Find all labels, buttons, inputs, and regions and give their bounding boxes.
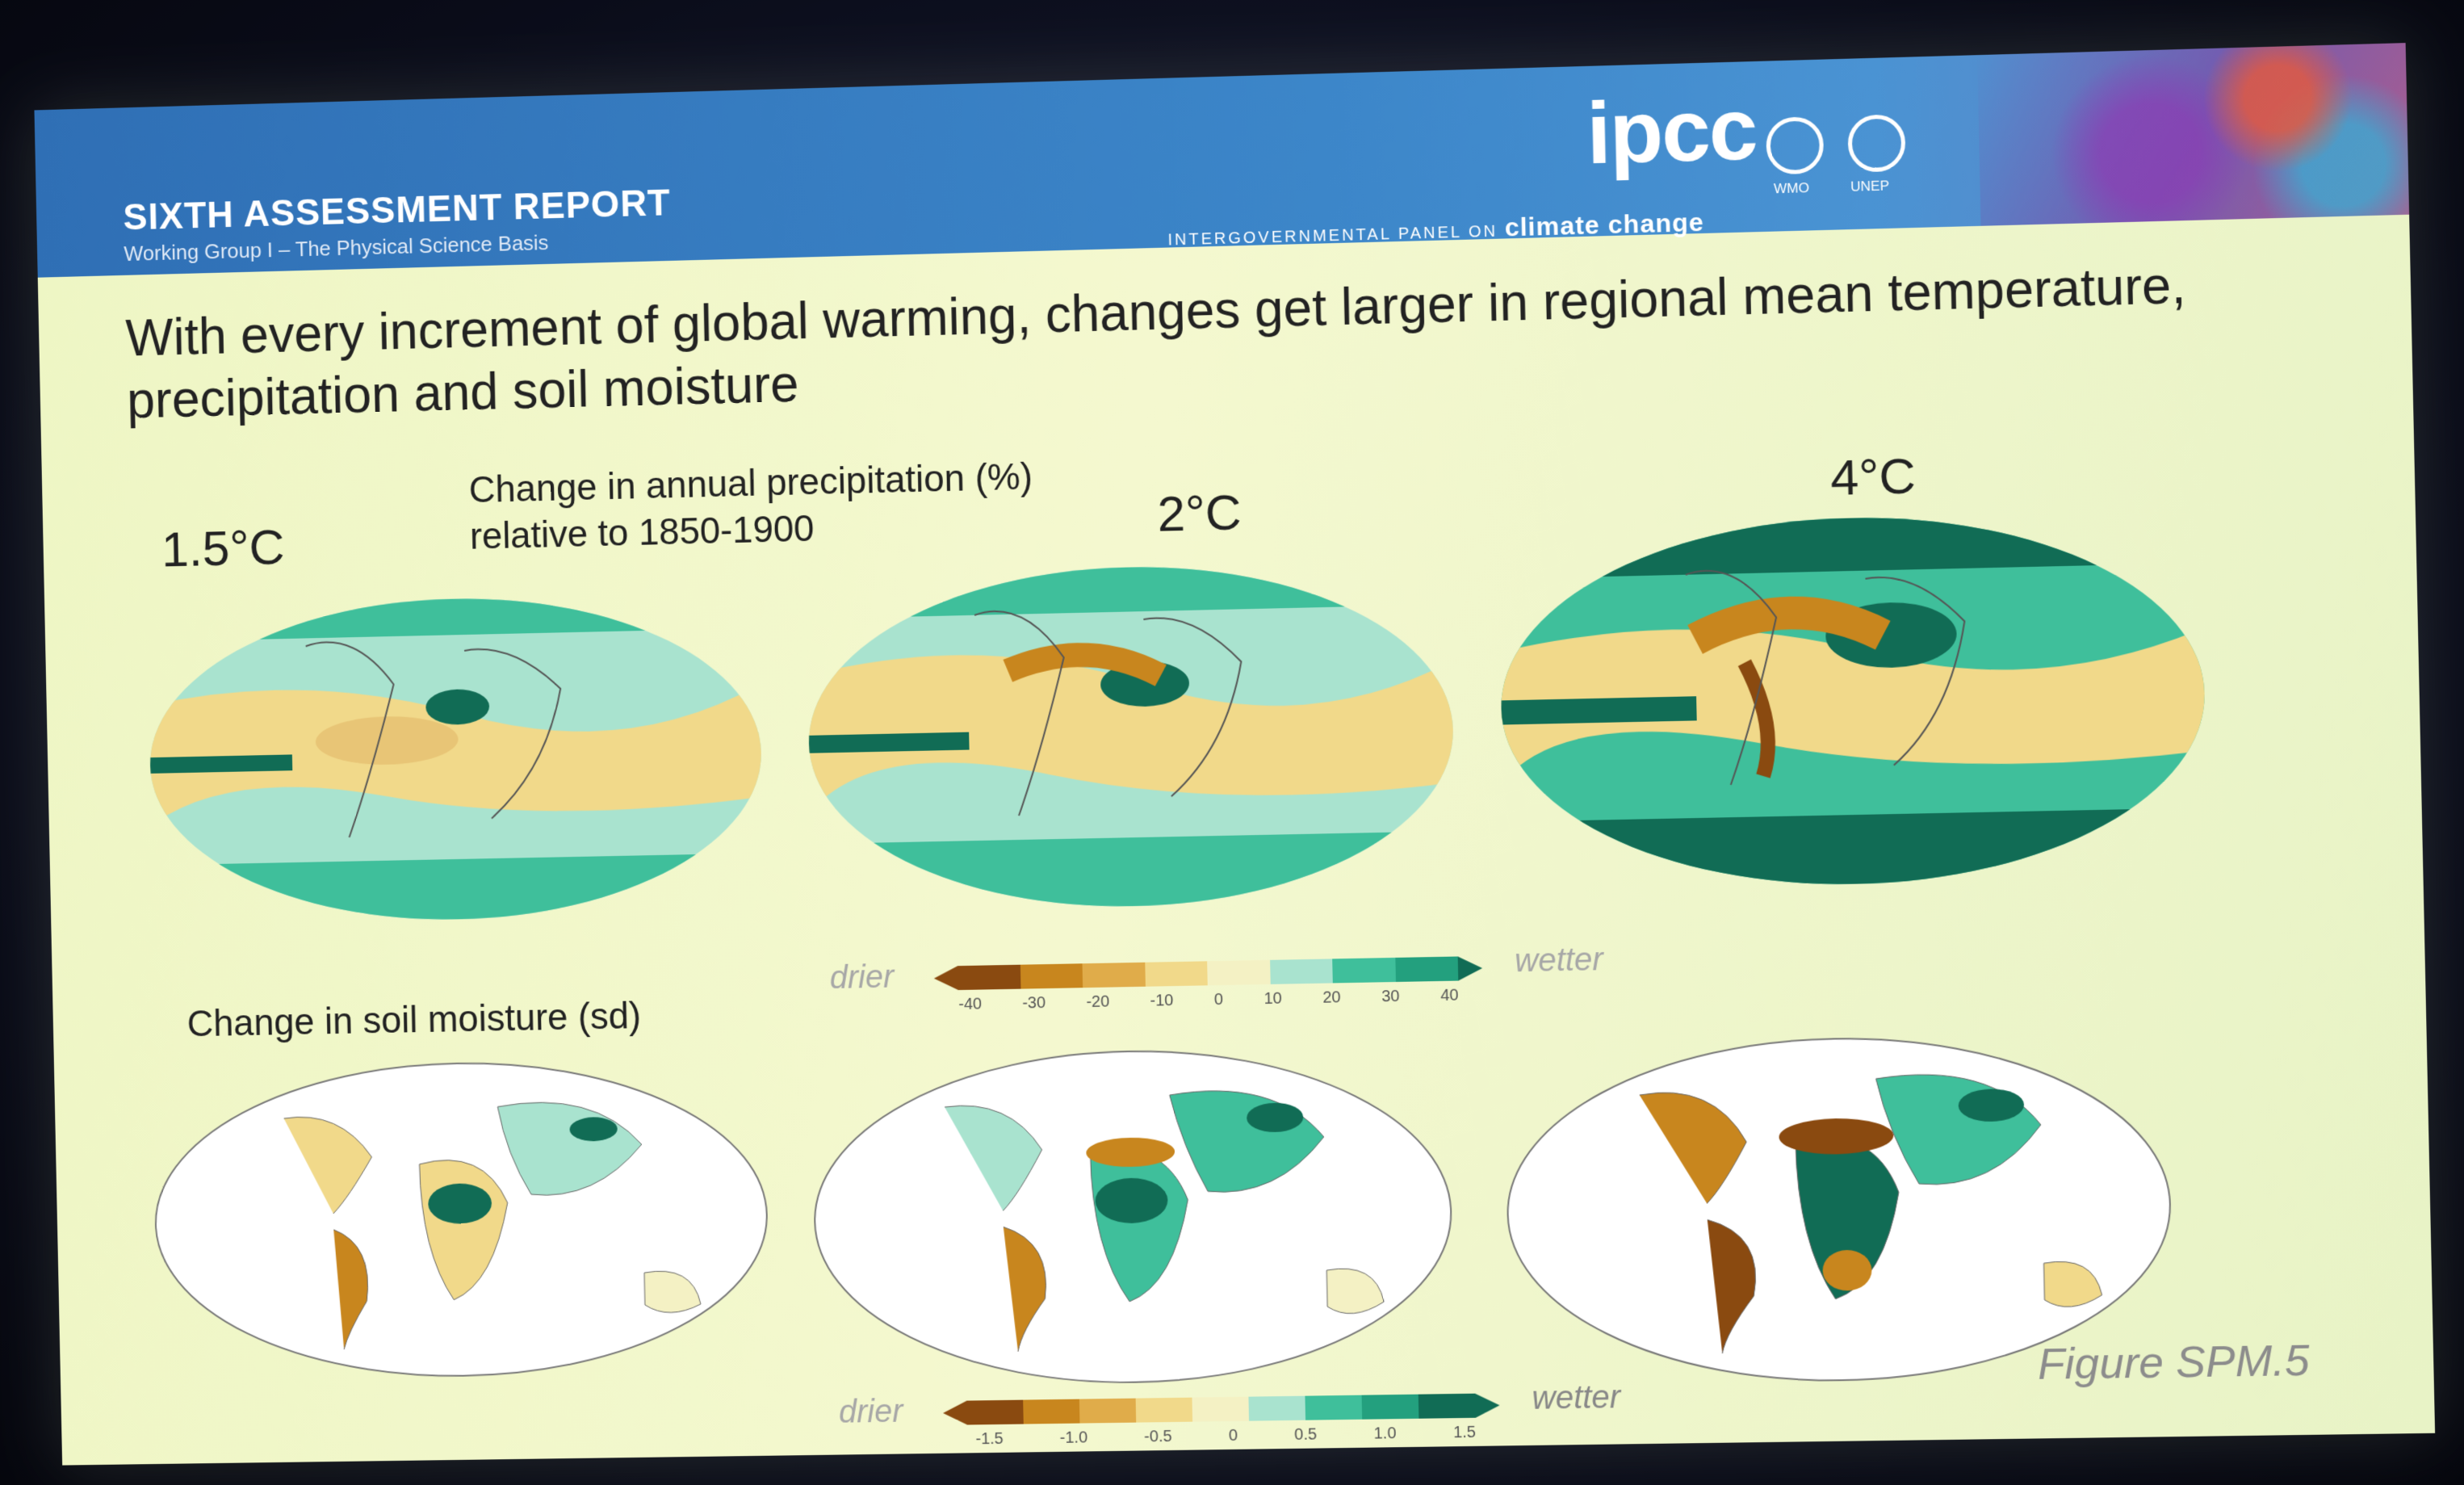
precip-tick: 30: [1381, 988, 1400, 1006]
precip-tick: -10: [1150, 992, 1173, 1011]
precip-tick: -30: [1022, 994, 1046, 1013]
soil-tick: 0.5: [1294, 1426, 1317, 1445]
precip-colorbar-segment: [1207, 960, 1270, 985]
wmo-label: WMO: [1774, 180, 1809, 197]
slide-headline: With every increment of global warming, …: [125, 250, 2305, 432]
precip-map-1-5: [147, 588, 765, 929]
soil-tick: 1.0: [1373, 1424, 1396, 1443]
soil-colorbar-segment: [967, 1400, 1024, 1425]
unep-label: UNEP: [1850, 178, 1889, 195]
precip-colorbar-segment: [958, 965, 1020, 990]
soil-colorbar-segment: [1248, 1396, 1305, 1421]
soil-colorbar-segment: [1079, 1399, 1136, 1424]
precip-tick: -40: [958, 996, 982, 1014]
unep-logo-icon: [1847, 114, 1905, 172]
ipcc-full-suffix: climate change: [1504, 208, 1704, 242]
precip-title: Change in annual precipitation (%) relat…: [468, 453, 1033, 560]
soil-tick: 0: [1229, 1427, 1238, 1445]
precip-tick: 20: [1322, 988, 1341, 1007]
precip-tick: 10: [1263, 990, 1282, 1009]
scenario-label-1-5: 1.5°C: [161, 519, 285, 579]
precip-map-2: [805, 556, 1456, 916]
soil-map-2: [807, 1042, 1459, 1391]
precip-colorbar-segment: [1083, 963, 1146, 988]
soil-title: Change in soil moisture (sd): [186, 992, 641, 1047]
wmo-logo-icon: [1766, 116, 1824, 174]
ipcc-full-name: INTERGOVERNMENTAL PANEL ON climate chang…: [1167, 208, 1704, 252]
soil-colorbar-segment: [1192, 1397, 1249, 1422]
precip-colorbar-segment: [1020, 963, 1083, 988]
soil-tick: 1.5: [1453, 1424, 1476, 1442]
soil-tick: -0.5: [1144, 1428, 1172, 1446]
scenario-label-2: 2°C: [1157, 484, 1242, 543]
soil-colorbar-segment: [1418, 1394, 1476, 1419]
precip-colorbar-drier-label: drier: [829, 959, 894, 996]
soil-colorbar-segment: [1023, 1399, 1079, 1424]
soil-colorbar-segment: [1136, 1398, 1192, 1423]
soil-map-1-5: [149, 1054, 774, 1384]
precip-colorbar-segment: [1270, 959, 1333, 984]
report-title: SIXTH ASSESSMENT REPORT: [123, 180, 671, 238]
precip-colorbar-segment: [1395, 956, 1458, 982]
precip-colorbar-high-arrow: [1458, 956, 1483, 981]
precip-colorbar-low-arrow: [934, 966, 958, 990]
soil-colorbar-ticks: -1.5 -1.0 -0.5 0 0.5 1.0 1.5: [975, 1424, 1476, 1449]
precip-colorbar-ticks: -40 -30 -20 -10 0 10 20 30 40: [958, 987, 1459, 1014]
figure-label: Figure SPM.5: [2037, 1335, 2310, 1389]
soil-colorbar-high-arrow: [1475, 1393, 1500, 1418]
precip-colorbar-segment: [1332, 958, 1395, 983]
slide: SIXTH ASSESSMENT REPORT Working Group I …: [34, 43, 2435, 1465]
ipcc-logo: ipcc: [1586, 78, 1758, 183]
precip-tick: 40: [1440, 987, 1459, 1005]
soil-colorbar-segment: [1362, 1395, 1419, 1420]
precip-tick: 0: [1214, 991, 1224, 1009]
banner-decoration: [1977, 43, 2409, 226]
precip-colorbar: [934, 956, 1483, 991]
soil-tick: -1.5: [975, 1430, 1004, 1449]
precip-colorbar-segment: [1145, 961, 1208, 986]
soil-colorbar: [943, 1393, 1500, 1425]
soil-map-4: [1500, 1029, 2177, 1389]
soil-colorbar-segment: [1305, 1395, 1362, 1420]
precip-colorbar-wetter-label: wetter: [1515, 942, 1604, 980]
soil-tick: -1.0: [1060, 1428, 1088, 1447]
soil-colorbar-wetter-label: wetter: [1532, 1379, 1621, 1417]
ipcc-full-prefix: INTERGOVERNMENTAL PANEL ON: [1167, 223, 1498, 250]
precip-map-4: [1498, 505, 2209, 895]
scenario-label-4: 4°C: [1830, 447, 1917, 507]
soil-colorbar-drier-label: drier: [839, 1394, 903, 1431]
precip-tick: -20: [1086, 993, 1109, 1012]
soil-colorbar-low-arrow: [943, 1401, 967, 1425]
